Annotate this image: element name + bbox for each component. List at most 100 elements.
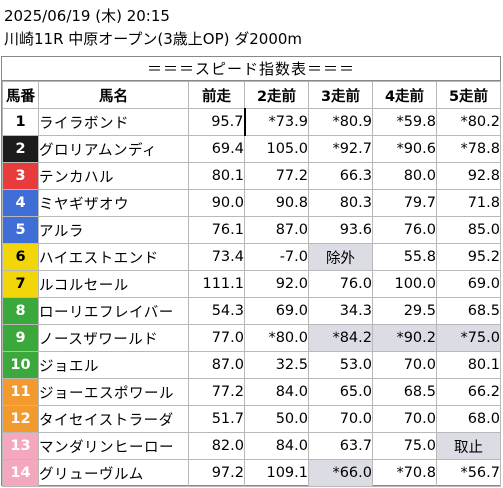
speed-index-5-races-ago-cell: *80.2 [436, 108, 501, 136]
speed-index-3-races-ago-cell: 66.3 [308, 162, 373, 190]
race-datetime: 2025/06/19 (木) 20:15 [4, 7, 170, 25]
speed-index-2-races-ago-cell: 84.0 [244, 432, 309, 460]
table-row: 7 ルコルセール 111.1 92.0 76.0 100.0 69.0 [2, 270, 501, 298]
horse-number-cell: 5 [2, 216, 39, 244]
table-row: 14 グリューヴルム 97.2 109.1 *66.0 *70.8 *56.7 [2, 459, 501, 487]
speed-index-2-races-ago-cell: 69.0 [244, 297, 309, 325]
speed-index-last-race-cell: 51.7 [188, 405, 245, 433]
speed-index-2-races-ago-cell: 87.0 [244, 216, 309, 244]
horse-number-cell: 12 [2, 405, 39, 433]
speed-index-3-races-ago-cell: *84.2 [308, 324, 373, 352]
speed-index-last-race-cell: 97.2 [188, 459, 245, 487]
speed-index-4-races-ago-cell: 55.8 [372, 243, 437, 271]
col-header-3-races-ago: 3走前 [308, 81, 373, 109]
speed-index-3-races-ago-cell: *92.7 [308, 135, 373, 163]
speed-index-last-race-cell: 90.0 [188, 189, 245, 217]
speed-index-5-races-ago-cell: *75.0 [436, 324, 501, 352]
horse-number-cell: 2 [2, 135, 39, 163]
speed-index-5-races-ago-cell: 取止 [436, 432, 501, 460]
speed-index-2-races-ago-cell: 77.2 [244, 162, 309, 190]
col-header-4-races-ago: 4走前 [372, 81, 437, 109]
horse-name-cell: テンカハル [38, 162, 189, 190]
horse-name-cell: マンダリンヒーロー [38, 432, 189, 460]
speed-index-4-races-ago-cell: 79.7 [372, 189, 437, 217]
horse-name-cell: ジョーエスポワール [38, 378, 189, 406]
speed-index-5-races-ago-cell: 68.5 [436, 297, 501, 325]
speed-index-5-races-ago-cell: 95.2 [436, 243, 501, 271]
horse-name-cell: ジョエル [38, 351, 189, 379]
speed-index-4-races-ago-cell: 100.0 [372, 270, 437, 298]
table-header-row: 馬番 馬名 前走 2走前 3走前 4走前 5走前 [2, 81, 501, 109]
speed-index-2-races-ago-cell: 92.0 [244, 270, 309, 298]
horse-name-cell: ルコルセール [38, 270, 189, 298]
speed-index-2-races-ago-cell: *80.0 [244, 324, 309, 352]
horse-name-cell: タイセイストラーダ [38, 405, 189, 433]
speed-index-3-races-ago-cell: 34.3 [308, 297, 373, 325]
table-row: 5 アルラ 76.1 87.0 93.6 76.0 85.0 [2, 216, 501, 244]
speed-index-4-races-ago-cell: 80.0 [372, 162, 437, 190]
col-header-horse-name: 馬名 [38, 81, 189, 109]
table-row: 9 ノースザワールド 77.0 *80.0 *84.2 *90.2 *75.0 [2, 324, 501, 352]
speed-index-5-races-ago-cell: 92.8 [436, 162, 501, 190]
speed-index-3-races-ago-cell: 53.0 [308, 351, 373, 379]
horse-number-cell: 7 [2, 270, 39, 298]
horse-number-cell: 8 [2, 297, 39, 325]
speed-index-2-races-ago-cell: 109.1 [244, 459, 309, 487]
table-row: 12 タイセイストラーダ 51.7 50.0 70.0 70.0 68.0 [2, 405, 501, 433]
horse-number-cell: 13 [2, 432, 39, 460]
table-row: 3 テンカハル 80.1 77.2 66.3 80.0 92.8 [2, 162, 501, 190]
table-row: 1 ライラボンド 95.7 *73.9 *80.9 *59.8 *80.2 [2, 108, 501, 136]
speed-index-2-races-ago-cell: -7.0 [244, 243, 309, 271]
speed-index-3-races-ago-cell: 93.6 [308, 216, 373, 244]
speed-index-3-races-ago-cell: 80.3 [308, 189, 373, 217]
speed-index-last-race-cell: 111.1 [188, 270, 245, 298]
speed-index-5-races-ago-cell: 69.0 [436, 270, 501, 298]
table-row: 4 ミヤギザオウ 90.0 90.8 80.3 79.7 71.8 [2, 189, 501, 217]
speed-index-2-races-ago-cell: 50.0 [244, 405, 309, 433]
speed-index-last-race-cell: 69.4 [188, 135, 245, 163]
speed-index-4-races-ago-cell: *59.8 [372, 108, 437, 136]
horse-name-cell: ライラボンド [38, 108, 189, 136]
speed-index-2-races-ago-cell: 32.5 [244, 351, 309, 379]
table-row: 6 ハイエストエンド 73.4 -7.0 除外 55.8 95.2 [2, 243, 501, 271]
horse-number-cell: 1 [2, 108, 39, 136]
horse-name-cell: ミヤギザオウ [38, 189, 189, 217]
speed-index-4-races-ago-cell: 75.0 [372, 432, 437, 460]
speed-index-last-race-cell: 95.7 [188, 108, 246, 136]
speed-index-2-races-ago-cell: 105.0 [244, 135, 309, 163]
speed-index-4-races-ago-cell: 68.5 [372, 378, 437, 406]
speed-index-last-race-cell: 82.0 [188, 432, 245, 460]
speed-index-5-races-ago-cell: 71.8 [436, 189, 501, 217]
speed-index-5-races-ago-cell: *78.8 [436, 135, 501, 163]
table-row: 11 ジョーエスポワール 77.2 84.0 65.0 68.5 66.2 [2, 378, 501, 406]
speed-index-last-race-cell: 73.4 [188, 243, 245, 271]
col-header-last-race: 前走 [188, 81, 245, 109]
horse-number-cell: 3 [2, 162, 39, 190]
horse-name-cell: ノースザワールド [38, 324, 189, 352]
horse-name-cell: グリューヴルム [38, 459, 189, 487]
speed-index-2-races-ago-cell: *73.9 [244, 108, 309, 136]
col-header-number: 馬番 [2, 81, 39, 109]
speed-index-2-races-ago-cell: 84.0 [244, 378, 309, 406]
horse-name-cell: グロリアムンディ [38, 135, 189, 163]
speed-index-5-races-ago-cell: *56.7 [436, 459, 501, 487]
speed-index-3-races-ago-cell: 63.7 [308, 432, 373, 460]
horse-number-cell: 11 [2, 378, 39, 406]
horse-name-cell: アルラ [38, 216, 189, 244]
speed-index-3-races-ago-cell: 65.0 [308, 378, 373, 406]
speed-index-5-races-ago-cell: 66.2 [436, 378, 501, 406]
speed-index-table: 馬番 馬名 前走 2走前 3走前 4走前 5走前 1 ライラボンド 95.7 *73.… [2, 81, 501, 487]
table-body: 1 ライラボンド 95.7 *73.9 *80.9 *59.8 *80.2 2 グロリアムンディ… [2, 108, 501, 487]
horse-name-cell: ハイエストエンド [38, 243, 189, 271]
horse-number-cell: 10 [2, 351, 39, 379]
speed-index-4-races-ago-cell: 29.5 [372, 297, 437, 325]
horse-number-cell: 9 [2, 324, 39, 352]
horse-name-cell: ローリエフレイバー [38, 297, 189, 325]
speed-index-3-races-ago-cell: 70.0 [308, 405, 373, 433]
table-row: 8 ローリエフレイバー 54.3 69.0 34.3 29.5 68.5 [2, 297, 501, 325]
speed-index-last-race-cell: 54.3 [188, 297, 245, 325]
speed-index-3-races-ago-cell: *66.0 [308, 459, 373, 487]
horse-number-cell: 6 [2, 243, 39, 271]
horse-number-cell: 14 [2, 459, 39, 487]
col-header-5-races-ago: 5走前 [436, 81, 501, 109]
